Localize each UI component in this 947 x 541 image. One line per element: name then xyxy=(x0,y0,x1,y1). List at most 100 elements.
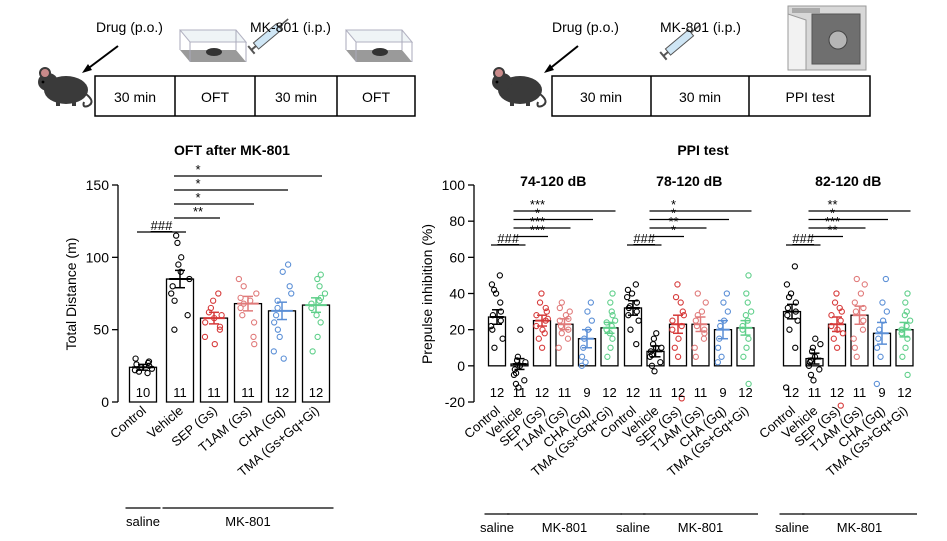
timeline-step: 30 min xyxy=(580,89,622,105)
data-point xyxy=(541,330,548,337)
data-point xyxy=(171,297,178,304)
bar xyxy=(199,317,229,403)
data-point xyxy=(718,353,725,360)
mouse-icon xyxy=(38,67,93,108)
data-point xyxy=(564,335,572,342)
data-point xyxy=(215,290,222,297)
data-point xyxy=(785,293,793,301)
data-point xyxy=(535,335,542,342)
data-point xyxy=(906,317,914,324)
data-point xyxy=(851,299,858,306)
n-label: 12 xyxy=(830,385,844,400)
panel-subtitle: 74-120 dB xyxy=(520,173,586,189)
data-point xyxy=(691,344,698,351)
data-point xyxy=(216,326,224,333)
data-point xyxy=(873,344,881,351)
data-point xyxy=(861,281,868,288)
group-label: saline xyxy=(775,520,809,535)
data-point xyxy=(276,333,283,341)
data-point xyxy=(274,326,282,333)
data-point xyxy=(496,272,504,279)
data-point xyxy=(538,290,545,297)
significance-label: * xyxy=(195,176,200,191)
data-point xyxy=(877,353,884,360)
data-point xyxy=(489,326,496,333)
data-point xyxy=(497,308,505,315)
n-label: 12 xyxy=(535,385,549,400)
n-label: 11 xyxy=(513,385,527,400)
data-point xyxy=(742,312,750,319)
data-point xyxy=(860,317,867,324)
data-point xyxy=(135,368,143,375)
data-point xyxy=(853,275,860,283)
significance-label: *** xyxy=(530,197,545,212)
data-point xyxy=(624,286,632,294)
inject-label: MK-801 (i.p.) xyxy=(250,19,331,35)
data-point xyxy=(633,340,640,348)
n-label: 12 xyxy=(490,385,504,400)
data-point xyxy=(672,293,680,301)
data-point xyxy=(831,299,839,306)
data-point xyxy=(873,380,881,388)
data-point xyxy=(490,286,498,294)
data-point xyxy=(745,335,752,342)
data-point xyxy=(240,283,247,290)
data-point xyxy=(830,335,837,342)
y-tick-label: 150 xyxy=(86,177,110,193)
data-point xyxy=(633,308,640,315)
significance-label: * xyxy=(671,223,676,238)
data-point xyxy=(201,333,209,341)
data-point xyxy=(148,365,156,372)
data-point xyxy=(609,335,616,342)
data-point xyxy=(578,362,586,369)
data-point xyxy=(271,319,278,326)
data-point xyxy=(882,275,889,283)
data-point xyxy=(669,326,676,333)
y-tick-label: 0 xyxy=(101,394,109,410)
data-point xyxy=(674,353,682,360)
data-point xyxy=(657,359,664,366)
ppi-chart-title: PPI test xyxy=(677,142,729,158)
data-point xyxy=(202,319,209,326)
significance-label: * xyxy=(830,206,835,221)
data-point xyxy=(178,254,185,261)
timeline-step: OFT xyxy=(362,89,390,105)
data-point xyxy=(678,395,685,402)
timeline-step: PPI test xyxy=(785,89,834,105)
data-point xyxy=(675,335,682,342)
n-label: 11 xyxy=(853,385,867,400)
data-point xyxy=(542,304,549,312)
data-point xyxy=(497,299,504,306)
bar xyxy=(782,310,802,367)
n-label: 11 xyxy=(241,385,255,400)
data-point xyxy=(558,299,565,306)
data-point xyxy=(791,263,799,270)
significance-label: * xyxy=(671,206,676,221)
data-point xyxy=(669,317,676,324)
data-point xyxy=(904,290,911,297)
significance-label: *** xyxy=(825,214,840,229)
data-point xyxy=(582,359,589,366)
data-point xyxy=(623,293,631,301)
data-point xyxy=(694,290,701,297)
data-point xyxy=(173,232,180,239)
data-point xyxy=(171,326,178,333)
significance-label: ** xyxy=(193,204,203,219)
data-point xyxy=(784,312,791,319)
data-point xyxy=(611,317,619,324)
data-point xyxy=(607,344,614,351)
data-point xyxy=(901,312,909,319)
data-point xyxy=(145,359,152,367)
data-point xyxy=(808,348,816,355)
data-point xyxy=(491,344,498,351)
group-label: MK-801 xyxy=(225,514,271,529)
y-tick-label: 40 xyxy=(449,286,465,302)
data-point xyxy=(239,312,246,319)
data-point xyxy=(487,322,495,330)
data-point xyxy=(237,294,244,301)
significance-label: ** xyxy=(668,214,678,229)
inject-label: MK-801 (i.p.) xyxy=(660,19,741,35)
drug-label: Drug (p.o.) xyxy=(96,19,163,35)
data-point xyxy=(235,275,243,283)
